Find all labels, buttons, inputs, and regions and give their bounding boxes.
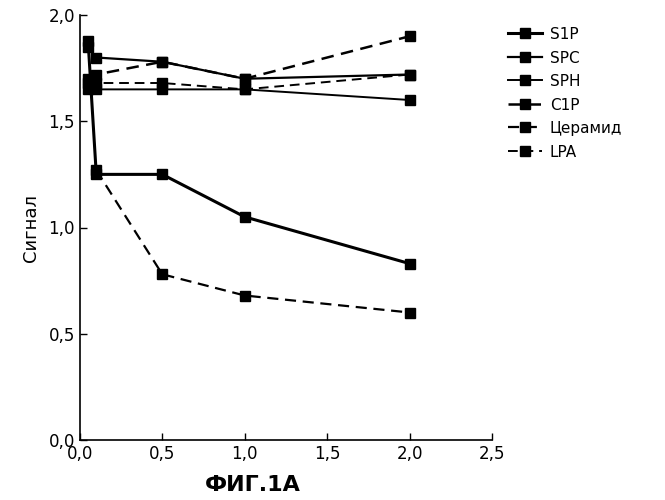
Line: C1P: C1P	[83, 32, 414, 84]
Церамид	[92, 167, 100, 173]
Legend: S1P, SPC, SPH, C1P, Церамид, LPA: S1P, SPC, SPH, C1P, Церамид, LPA	[504, 22, 626, 164]
SPH	[406, 97, 414, 103]
SPC	[241, 76, 249, 82]
SPH	[92, 86, 100, 92]
S1P	[92, 172, 100, 177]
SPC	[158, 58, 166, 64]
SPC	[406, 72, 414, 78]
SPH	[241, 86, 249, 92]
C1P	[84, 76, 92, 82]
LPA	[241, 86, 249, 92]
Line: S1P: S1P	[83, 36, 414, 268]
Церамид	[158, 271, 166, 277]
SPC	[84, 44, 92, 50]
C1P	[92, 72, 100, 78]
Line: LPA: LPA	[83, 70, 414, 94]
C1P	[158, 58, 166, 64]
S1P	[241, 214, 249, 220]
C1P	[406, 33, 414, 40]
Церамид	[406, 310, 414, 316]
SPH	[158, 86, 166, 92]
S1P	[406, 260, 414, 266]
Line: SPH: SPH	[83, 84, 414, 105]
Text: ФИГ.1А: ФИГ.1А	[205, 475, 301, 495]
S1P	[158, 172, 166, 177]
C1P	[241, 76, 249, 82]
SPH	[84, 86, 92, 92]
Y-axis label: Сигнал: Сигнал	[22, 194, 40, 262]
LPA	[158, 80, 166, 86]
Line: Церамид: Церамид	[91, 166, 414, 318]
LPA	[406, 72, 414, 78]
Церамид	[241, 292, 249, 298]
LPA	[84, 80, 92, 86]
Line: SPC: SPC	[83, 42, 414, 84]
LPA	[92, 80, 100, 86]
S1P	[84, 38, 92, 44]
SPC	[92, 54, 100, 60]
